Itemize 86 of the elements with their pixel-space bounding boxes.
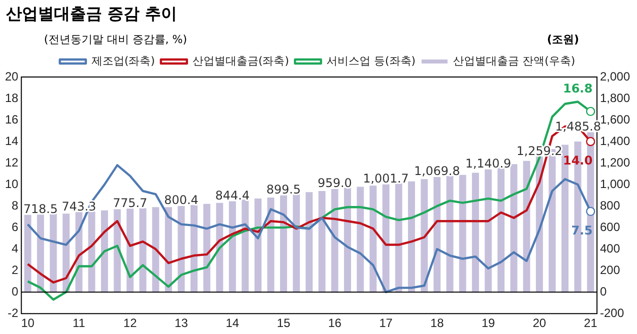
bar — [139, 208, 146, 292]
bar — [408, 181, 416, 292]
y-tick-label: 8 — [12, 198, 19, 212]
y-axis-title: (전년동기말 대비 증감률, %) — [44, 32, 188, 47]
y-tick-label: 0 — [12, 284, 19, 298]
data-label: 959.0 — [318, 176, 352, 190]
bar — [24, 214, 32, 292]
y-tick-label: 14 — [4, 134, 19, 148]
x-tick-label: 15 — [276, 316, 291, 330]
y-tick-label: 6 — [12, 220, 19, 234]
x-tick-label: 13 — [174, 316, 188, 330]
x-tick-label: 16 — [328, 316, 342, 330]
x-tick-label: 11 — [72, 316, 86, 330]
bar — [267, 197, 274, 292]
bar — [318, 191, 326, 292]
bar — [370, 186, 377, 292]
x-tick-label: 14 — [226, 316, 240, 330]
legend-label: 산업별대출금 잔액(우축) — [453, 54, 576, 68]
bar — [292, 194, 300, 292]
data-label: 844.4 — [215, 188, 250, 202]
x-tick-label: 18 — [430, 316, 444, 330]
data-label: 7.5 — [571, 224, 593, 238]
y2-tick-label: 0 — [600, 284, 607, 298]
y2-tick-label: 200 — [600, 262, 620, 277]
data-label: 775.7 — [112, 196, 148, 210]
x-tick-label: 19 — [482, 316, 496, 330]
data-label: 800.4 — [164, 193, 198, 208]
bar — [434, 177, 441, 292]
bar — [446, 176, 454, 292]
y2-tick-label: 600 — [600, 220, 620, 234]
data-label: 1,140.9 — [465, 156, 512, 171]
x-tick-label: 21 — [584, 316, 598, 330]
y-tick-label: 2 — [12, 262, 19, 277]
bar — [88, 211, 96, 292]
bar — [280, 195, 288, 292]
data-label: 16.8 — [562, 82, 593, 96]
data-label: 14.0 — [562, 154, 593, 168]
bar — [484, 169, 492, 292]
legend-label: 서비스업 등(좌축) — [326, 54, 416, 68]
y2-tick-label: 1,400 — [600, 134, 630, 148]
y-tick-label: 18 — [4, 90, 19, 105]
bar — [472, 172, 479, 292]
y2-axis-title: (조원) — [546, 32, 579, 47]
y-tick-label: 20 — [4, 69, 19, 84]
chart-title: 산업별대출금 증감 추이 — [6, 4, 178, 25]
bar — [178, 206, 185, 292]
bar — [100, 210, 108, 292]
bar — [254, 198, 262, 292]
bar — [356, 186, 364, 292]
bar — [510, 164, 518, 292]
bar — [395, 183, 402, 292]
y2-tick-label: 2,000 — [600, 69, 630, 84]
y-tick-label: 12 — [4, 155, 19, 170]
y-tick-label: 4 — [12, 241, 19, 256]
y2-tick-label: 400 — [600, 241, 620, 256]
bar — [50, 214, 57, 292]
legend-label: 제조업(좌축) — [91, 54, 155, 68]
x-tick-label: 17 — [379, 316, 393, 330]
bar — [459, 174, 466, 292]
legend-label: 산업별대출금(좌축) — [192, 54, 290, 68]
x-tick-label: 12 — [123, 316, 138, 330]
bar — [228, 201, 236, 292]
bar — [382, 184, 390, 292]
y2-tick-label: 1,000 — [600, 176, 630, 191]
y-tick-label: 16 — [4, 112, 19, 126]
x-tick-label: 10 — [21, 316, 35, 330]
bar — [331, 188, 338, 292]
bar — [152, 207, 160, 292]
data-label: 718.5 — [23, 202, 58, 216]
y-tick-label: -2 — [8, 306, 19, 320]
y-tick-label: 10 — [4, 176, 19, 191]
y2-tick-label: 1,800 — [600, 90, 630, 105]
y2-tick-label: -200 — [600, 306, 624, 320]
bar — [344, 188, 352, 292]
data-label: 899.5 — [266, 182, 301, 196]
data-label: 1,001.7 — [363, 171, 409, 186]
y2-tick-label: 800 — [600, 198, 620, 212]
bar — [190, 204, 198, 292]
bar — [242, 200, 249, 292]
data-label: 1,069.8 — [414, 164, 460, 178]
bar — [306, 192, 313, 292]
x-tick-label: 20 — [532, 316, 546, 330]
bar — [420, 179, 428, 292]
y2-tick-label: 1,600 — [600, 112, 630, 126]
y2-tick-label: 1,200 — [600, 155, 630, 170]
bar — [498, 167, 505, 292]
